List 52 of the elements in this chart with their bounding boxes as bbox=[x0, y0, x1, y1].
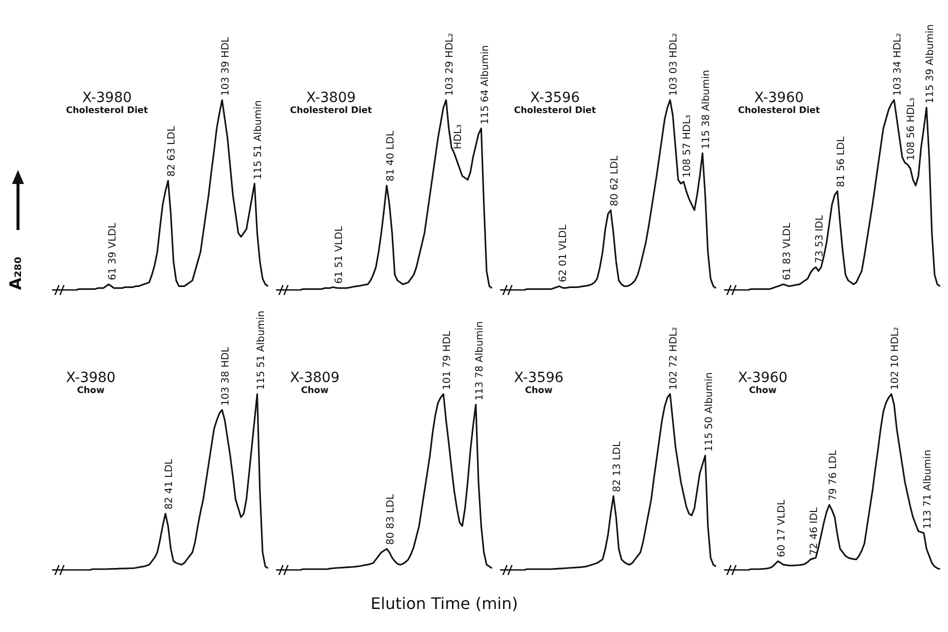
chart-title: X-3960 bbox=[738, 370, 788, 386]
chart-title: X-3596 bbox=[529, 90, 581, 106]
annotation: 108 57 HDL₃ bbox=[682, 114, 694, 178]
annotation: 81 40 LDL bbox=[385, 130, 396, 182]
annotation: 115 51 Albumin bbox=[256, 310, 267, 390]
chart-subtitle: Chow bbox=[76, 386, 106, 396]
annotation: 115 38 Albumin bbox=[701, 70, 712, 150]
annotation: 115 50 Albumin bbox=[704, 372, 715, 452]
annotation: 103 34 HDL₂ bbox=[892, 33, 904, 96]
annotation: 81 56 LDL bbox=[836, 136, 847, 188]
annotation: 82 63 LDL bbox=[166, 126, 178, 177]
chart-title: X-3960 bbox=[753, 90, 805, 106]
annotation: 82 41 LDL bbox=[164, 458, 175, 510]
annotation: 80 62 LDL bbox=[609, 155, 620, 206]
annotation: 62 01 VLDL bbox=[558, 224, 569, 282]
annotation: 72 46 IDL bbox=[808, 506, 820, 556]
chart-title: X-3596 bbox=[514, 370, 564, 386]
annotation: 61 51 VLDL bbox=[334, 226, 345, 284]
chart-subtitle: Chow bbox=[300, 386, 330, 396]
annotation: 115 51 Albumin bbox=[253, 100, 264, 180]
annotation: 79 76 LDL bbox=[828, 450, 839, 501]
annotation: 103 29 HDL₂ bbox=[444, 33, 456, 96]
annotation: 73 53 IDL bbox=[814, 214, 826, 264]
annotation: 115 39 Albumin bbox=[925, 24, 936, 104]
chart-title: X-3980 bbox=[81, 90, 133, 106]
chart-subtitle: Chow bbox=[524, 386, 554, 396]
annotation: 108 56 HDL₃ bbox=[906, 98, 918, 161]
chart-title: X-3980 bbox=[66, 370, 116, 386]
annotation: 80 83 LDL bbox=[385, 494, 396, 545]
annotation: 82 13 LDL bbox=[612, 441, 623, 492]
text: Cholesterol Diet bbox=[66, 106, 148, 116]
text: Cholesterol Diet bbox=[738, 106, 820, 116]
annotation: 60 17 VLDL bbox=[776, 499, 788, 558]
annotation: 113 78 Albumin bbox=[474, 321, 486, 401]
annotation: 102 72 HDL₂ bbox=[668, 327, 680, 390]
annotation: 103 03 HDL₂ bbox=[668, 33, 680, 96]
annotation: 103 38 HDL bbox=[220, 346, 232, 406]
chart-subtitle: Chow bbox=[748, 386, 778, 396]
text: Cholesterol Diet bbox=[290, 106, 372, 116]
text: Cholesterol Diet bbox=[514, 106, 596, 116]
annotation: 115 64 Albumin bbox=[480, 45, 491, 124]
annotation: 101 79 HDL bbox=[442, 330, 453, 390]
chart-title: X-3809 bbox=[305, 90, 357, 106]
annotation: HDL₃ bbox=[452, 124, 464, 150]
annotation: 102 10 HDL₂ bbox=[890, 327, 901, 390]
annotation: 113 71 Albumin bbox=[922, 450, 934, 530]
x-axis-title: Elution Time (min) bbox=[370, 594, 518, 613]
annotation: 61 39 VLDL bbox=[107, 222, 118, 280]
chart-title: X-3809 bbox=[290, 370, 340, 386]
annotation: 61 83 VLDL bbox=[782, 222, 793, 280]
annotation: 103 39 HDL bbox=[220, 36, 232, 96]
y-axis-title: A₂₈₀ bbox=[6, 256, 25, 290]
